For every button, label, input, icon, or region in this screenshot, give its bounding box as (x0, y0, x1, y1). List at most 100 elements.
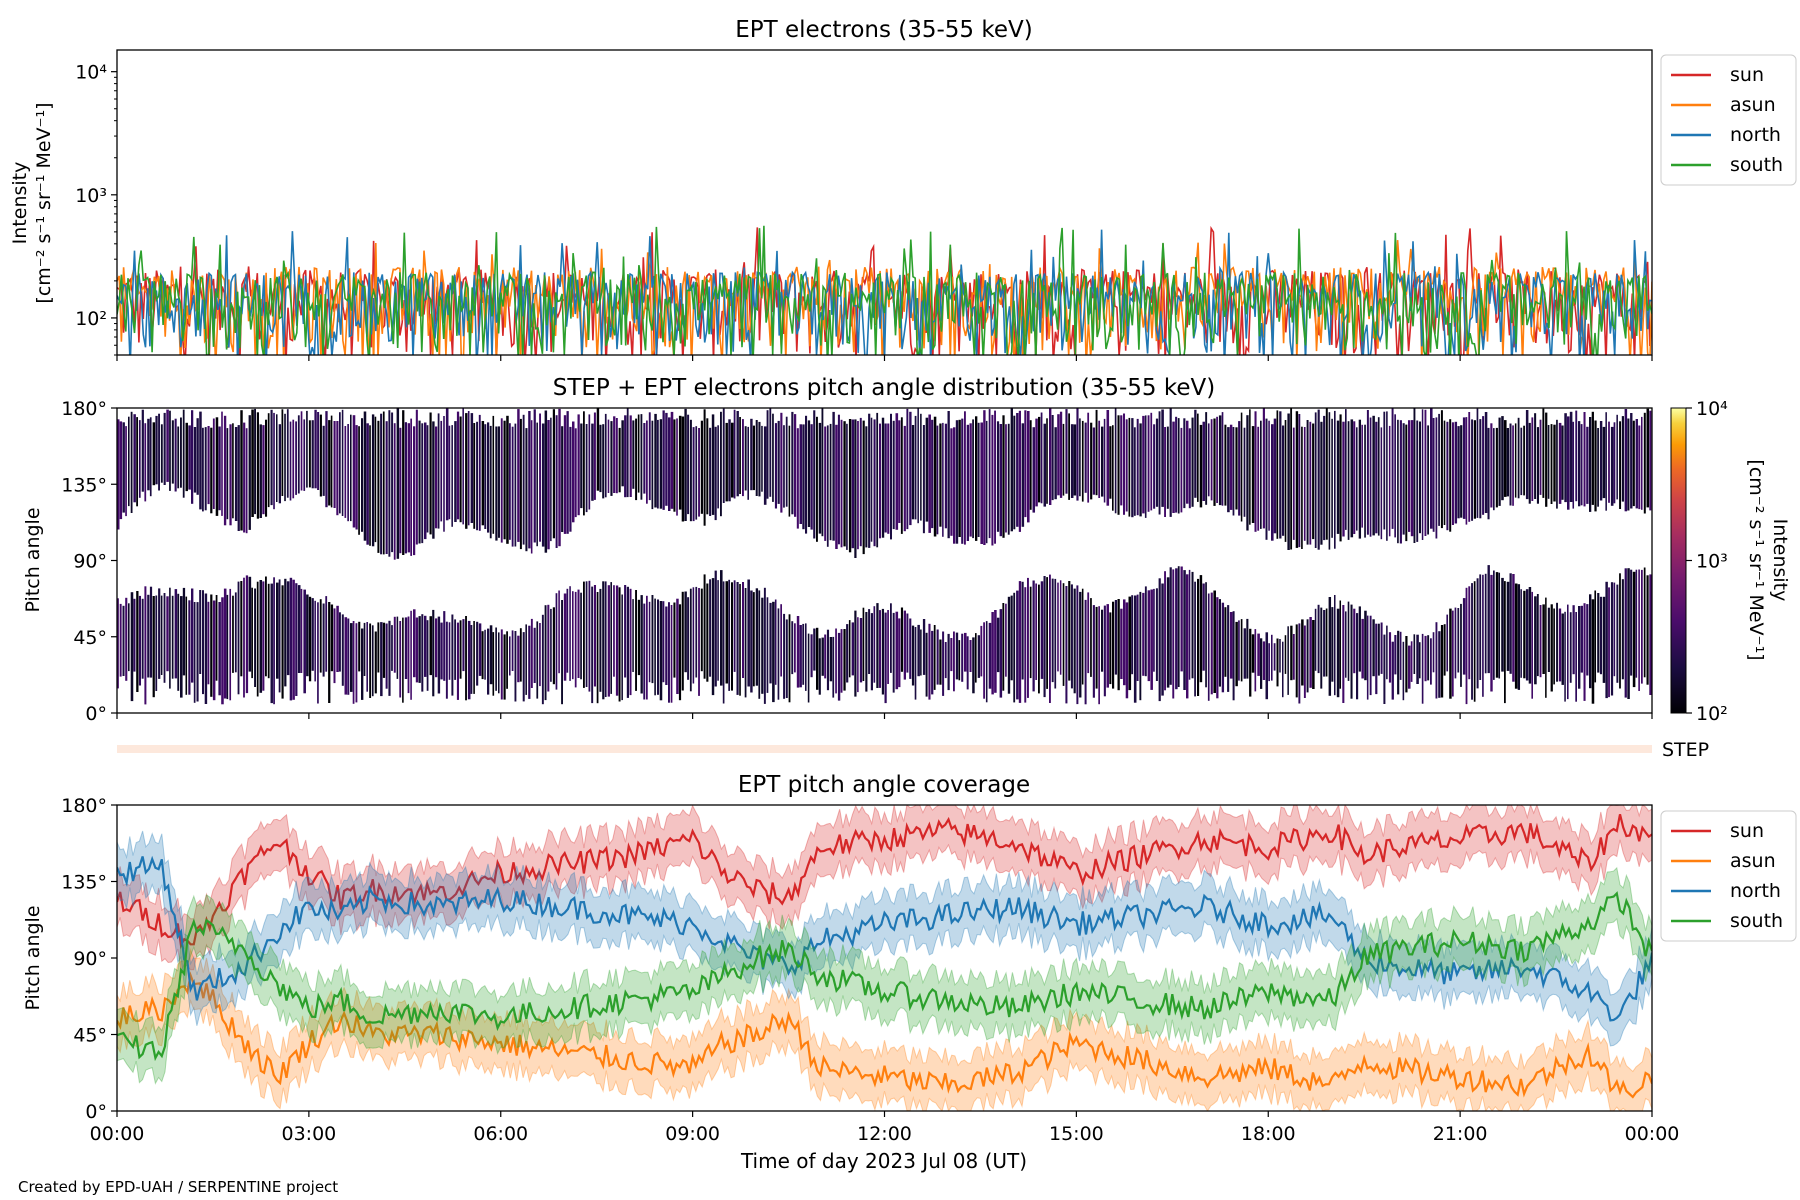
pad-bin (1325, 408, 1328, 540)
pad-bin (678, 604, 682, 701)
pad-bin (193, 427, 197, 493)
legend-frame (1660, 54, 1797, 186)
pad-bin (1451, 422, 1454, 525)
pad-bin (1460, 425, 1463, 518)
pad-bin (870, 613, 873, 691)
pad-bin (1586, 426, 1589, 504)
pad-bin (218, 602, 221, 696)
pad-bin (1443, 624, 1446, 676)
pad-bin (796, 616, 800, 688)
pad-bin (1484, 412, 1488, 513)
pad-bin (1599, 421, 1603, 501)
pad-bin (1254, 411, 1257, 532)
pad-bin (363, 622, 366, 676)
pad-bin (969, 423, 972, 537)
pad-bin (840, 419, 843, 548)
pad-bin (1210, 592, 1213, 695)
pad-bin (689, 588, 692, 692)
colorbar-label-line2: [cm⁻² s⁻¹ sr⁻¹ MeV⁻¹] (1745, 459, 1767, 660)
pad-bin (382, 411, 385, 555)
pad-bin (1040, 581, 1044, 679)
pad-bin (1021, 423, 1025, 527)
pad-bin (1005, 424, 1007, 533)
legend-label-asun: asun (1730, 94, 1776, 116)
pad-bin (1380, 427, 1383, 540)
pad-bin (210, 594, 213, 697)
pad-bin (1632, 420, 1635, 507)
pad-bin (731, 422, 734, 498)
pad-bin (777, 420, 780, 504)
pad-bin (799, 625, 802, 688)
pad-bin (750, 418, 753, 491)
pad-bin (692, 427, 695, 522)
pitch-angle-distribution-panel: STEP + EPT electrons pitch angle distrib… (22, 375, 1791, 761)
pad-bin (1430, 408, 1433, 529)
pad-bin (1586, 604, 1589, 676)
pad-bin (185, 422, 188, 492)
pad-bin (536, 621, 539, 699)
pad-bin (615, 418, 618, 494)
pad-bin (657, 599, 660, 695)
pad-bin (1046, 418, 1048, 504)
pad-bin (635, 590, 637, 691)
pad-bin (563, 415, 567, 534)
pad-bin (1635, 419, 1638, 509)
pad-bin (259, 580, 263, 693)
pad-bin (232, 423, 234, 519)
pad-bin (835, 424, 838, 549)
pad-bin (366, 622, 368, 692)
pad-bin (1002, 415, 1005, 538)
pad-bin (1155, 418, 1159, 507)
pad-bin (848, 620, 851, 678)
pad-bin (1213, 590, 1216, 693)
pad-bin (407, 423, 411, 553)
pad-bin (306, 410, 308, 488)
pad-bin (426, 620, 429, 691)
pad-bin (388, 410, 391, 557)
pad-bin (1564, 611, 1566, 702)
pad-bin (805, 415, 808, 534)
pad-bin (1438, 413, 1440, 526)
pad-bin (1553, 608, 1555, 685)
pad-bin (802, 623, 805, 685)
pad-bin (325, 411, 328, 508)
pad-bin (755, 588, 759, 686)
pad-bin (163, 593, 166, 683)
pad-bin (1062, 583, 1065, 686)
pad-bin (555, 415, 558, 548)
pad-bin (873, 606, 876, 683)
pad-bin (191, 588, 194, 683)
pad-bin (1528, 587, 1532, 684)
pad-bin (1295, 411, 1299, 548)
pad-bin (240, 581, 243, 677)
pad-bin (911, 625, 915, 686)
pad-bin (1495, 427, 1498, 508)
pad-bin (857, 617, 859, 693)
pad-bin (972, 637, 975, 694)
pad-bin (1092, 605, 1095, 698)
pad-bin (1473, 420, 1477, 519)
pad-bin (481, 421, 485, 526)
pad-bin (1449, 419, 1452, 532)
pad-bin (1578, 421, 1581, 507)
colorbar-label: Intensity [cm⁻² s⁻¹ sr⁻¹ MeV⁻¹] (1745, 459, 1791, 660)
pad-bin (393, 616, 396, 673)
pad-bin (1303, 625, 1306, 698)
pad-bin (1504, 581, 1506, 704)
pad-bin (958, 640, 961, 681)
pad-bin (1136, 594, 1139, 681)
pad-bin (928, 623, 931, 700)
pad-bin (1416, 420, 1419, 542)
pad-bin (336, 605, 339, 672)
pad-bin (1536, 427, 1539, 504)
pad-bin (1098, 420, 1101, 498)
pad-bin (1180, 566, 1183, 672)
pad-bin (739, 417, 741, 494)
pad-bin (188, 425, 191, 490)
pad-bin (637, 414, 640, 493)
pad-bin (432, 609, 435, 697)
pad-bin (344, 617, 348, 695)
pad-bin (1432, 418, 1435, 532)
pad-bin (1550, 424, 1553, 504)
